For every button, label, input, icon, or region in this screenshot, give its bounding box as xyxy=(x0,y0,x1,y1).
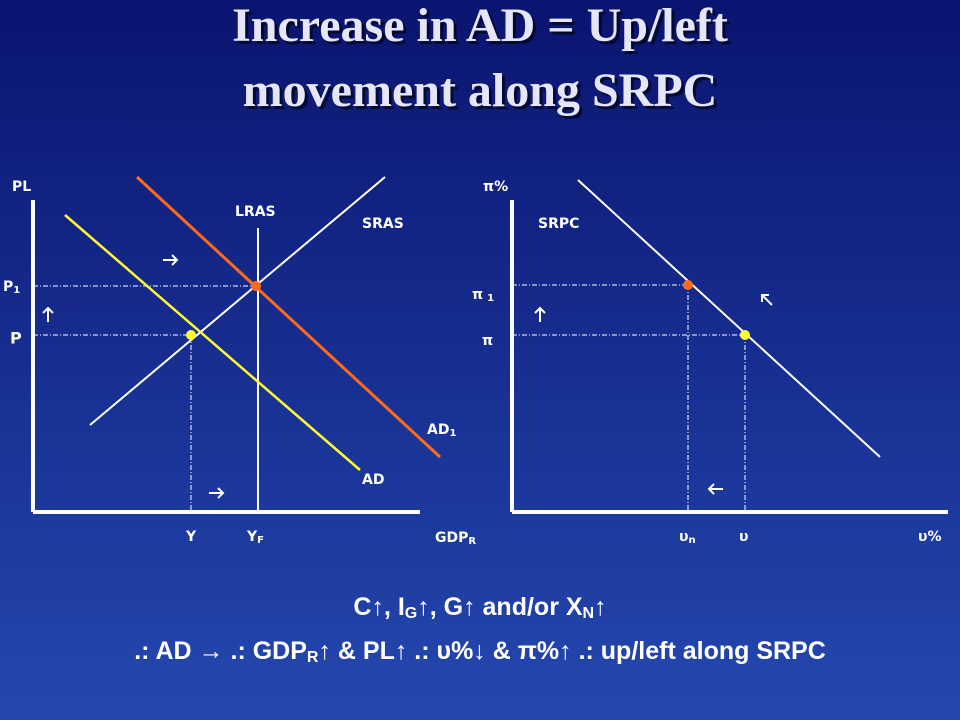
srpc-curve xyxy=(577,179,881,458)
arrow-right xyxy=(209,487,225,499)
arrow-up-left xyxy=(761,294,773,306)
caption: .: AD → .: GDPR↑ & PL↑ .: υ%↓ & π%↑ .: u… xyxy=(134,637,826,667)
arrow-left xyxy=(707,483,723,495)
arrow-up xyxy=(534,306,546,322)
y-axis-label: π% xyxy=(483,179,508,195)
equilibrium-point xyxy=(740,330,750,340)
curve-label: AD xyxy=(362,472,384,488)
x-tick-label: YF xyxy=(246,529,264,546)
curve-label: SRPC xyxy=(538,216,579,232)
ad-as-graph: PL LRAS SRAS AD AD1 P1 P Y YF GDPR xyxy=(3,175,476,547)
caption: C↑, IG↑, G↑ and/or XN↑ xyxy=(353,593,606,623)
x-axis-label: υ% xyxy=(918,529,941,545)
ad1-curve xyxy=(135,175,442,459)
equilibrium-point xyxy=(251,281,261,291)
curve-label: LRAS xyxy=(235,204,276,220)
arrow-up xyxy=(42,306,54,322)
curve-label: SRAS xyxy=(362,216,404,232)
x-axis-label: GDPR xyxy=(435,530,476,547)
x-tick-label: υ xyxy=(739,529,748,545)
equilibrium-point xyxy=(683,280,693,290)
arrow-right xyxy=(163,254,179,266)
title: movement along SRPC xyxy=(243,64,718,117)
y-axis-label: PL xyxy=(12,179,31,195)
equilibrium-point xyxy=(186,330,196,340)
ad-curve xyxy=(64,214,361,471)
title-shadow: movement along SRPC xyxy=(246,67,721,120)
title-shadow: Increase in AD = Up/left xyxy=(235,2,731,55)
title: Increase in AD = Up/left xyxy=(232,0,728,52)
sras-curve xyxy=(89,176,386,426)
x-tick-label: υn xyxy=(679,529,696,546)
x-tick-label: Y xyxy=(185,529,197,545)
curve-label: AD1 xyxy=(427,422,456,439)
y-tick-label: P1 xyxy=(3,279,20,296)
y-tick-label: π xyxy=(482,333,493,349)
y-tick-label: P xyxy=(10,329,22,348)
